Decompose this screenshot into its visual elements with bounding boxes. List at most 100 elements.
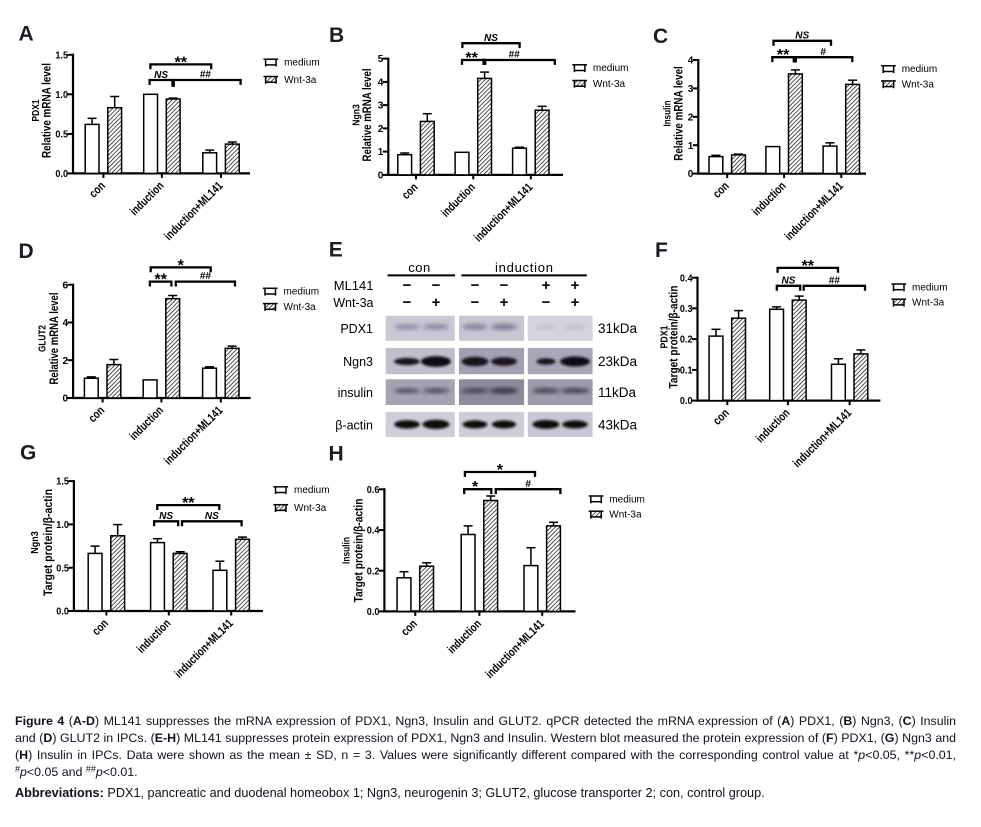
- svg-text:0: 0: [63, 394, 69, 405]
- svg-text:1.5: 1.5: [56, 477, 69, 488]
- svg-text:Wnt-3a: Wnt-3a: [284, 302, 317, 313]
- svg-text:β-actin: β-actin: [335, 418, 373, 432]
- svg-text:Target protein/β-actin: Target protein/β-actin: [351, 499, 365, 603]
- svg-text:medium: medium: [593, 63, 629, 74]
- svg-text:G: G: [20, 441, 37, 464]
- svg-text:##: ##: [200, 271, 212, 282]
- svg-text:**: **: [182, 495, 195, 512]
- svg-text:#: #: [820, 47, 826, 58]
- svg-text:23kDa: 23kDa: [598, 354, 638, 369]
- svg-text:insulin: insulin: [338, 386, 373, 400]
- svg-text:Wnt-3a: Wnt-3a: [284, 75, 317, 86]
- svg-text:Relative mRNA level: Relative mRNA level: [360, 69, 374, 162]
- svg-text:PDX1: PDX1: [660, 325, 671, 348]
- svg-text:1: 1: [688, 141, 694, 152]
- svg-text:0.0: 0.0: [680, 396, 693, 407]
- svg-text:+: +: [542, 277, 551, 294]
- svg-text:H: H: [329, 442, 345, 465]
- svg-text:##: ##: [509, 50, 521, 61]
- svg-text:1: 1: [378, 147, 384, 158]
- svg-text:1.0: 1.0: [55, 90, 68, 101]
- svg-text:0: 0: [688, 169, 694, 180]
- svg-text:2: 2: [688, 112, 694, 123]
- svg-text:0.6: 0.6: [367, 485, 380, 496]
- svg-text:induction: induction: [134, 616, 174, 656]
- svg-text:con: con: [710, 406, 732, 428]
- svg-text:induction+ML141: induction+ML141: [161, 403, 226, 468]
- svg-text:A: A: [19, 23, 35, 46]
- svg-text:0.0: 0.0: [56, 607, 69, 618]
- svg-text:NS: NS: [782, 276, 796, 287]
- svg-text:4: 4: [688, 56, 694, 67]
- svg-text:NS: NS: [795, 31, 809, 42]
- svg-text:Wnt-3a: Wnt-3a: [902, 79, 935, 90]
- svg-text:induction: induction: [126, 403, 166, 443]
- svg-text:con: con: [89, 616, 111, 638]
- svg-text:Ngn3: Ngn3: [343, 355, 373, 369]
- svg-text:Ngn3: Ngn3: [352, 104, 363, 126]
- svg-text:*: *: [497, 462, 504, 479]
- svg-text:+: +: [571, 277, 580, 294]
- svg-text:0.0: 0.0: [55, 169, 68, 180]
- svg-text:−: −: [500, 277, 509, 294]
- svg-text:GLUT2: GLUT2: [38, 325, 49, 352]
- svg-text:1.0: 1.0: [56, 520, 69, 531]
- svg-text:con: con: [710, 179, 732, 201]
- svg-text:NS: NS: [159, 511, 173, 522]
- svg-text:Target protein/β-actin: Target protein/β-actin: [667, 286, 681, 389]
- svg-text:medium: medium: [294, 485, 330, 496]
- svg-text:induction: induction: [444, 617, 484, 657]
- svg-text:D: D: [19, 240, 35, 263]
- svg-text:+: +: [432, 294, 441, 311]
- svg-text:4: 4: [63, 318, 69, 329]
- svg-text:1.5: 1.5: [55, 50, 68, 61]
- svg-text:11kDa: 11kDa: [598, 385, 637, 400]
- svg-text:0.4: 0.4: [680, 273, 693, 284]
- svg-text:Wnt-3a: Wnt-3a: [593, 79, 626, 90]
- svg-text:induction+ML141: induction+ML141: [790, 406, 855, 471]
- svg-text:induction: induction: [495, 260, 553, 275]
- svg-text:4: 4: [378, 78, 384, 89]
- svg-text:6: 6: [63, 280, 69, 291]
- svg-text:induction+ML141: induction+ML141: [471, 180, 536, 245]
- svg-text:induction: induction: [438, 180, 478, 220]
- svg-text:**: **: [154, 272, 167, 289]
- svg-text:−: −: [432, 277, 441, 294]
- svg-text:Relative mRNA level: Relative mRNA level: [672, 66, 686, 161]
- svg-text:Relative mRNA level: Relative mRNA level: [47, 293, 61, 385]
- svg-text:0.5: 0.5: [55, 130, 68, 141]
- svg-text:Target protein/β-actin: Target protein/β-actin: [41, 489, 55, 596]
- svg-text:induction: induction: [753, 406, 793, 446]
- svg-text:Relative mRNA level: Relative mRNA level: [39, 63, 53, 158]
- svg-text:+: +: [500, 294, 509, 311]
- svg-text:−: −: [542, 294, 551, 311]
- svg-text:0.5: 0.5: [56, 563, 69, 574]
- svg-text:##: ##: [200, 70, 212, 81]
- svg-text:PDX1: PDX1: [31, 99, 42, 121]
- svg-text:3: 3: [688, 84, 694, 95]
- svg-text:**: **: [777, 47, 790, 64]
- svg-text:2: 2: [63, 356, 69, 367]
- svg-text:Insulin: Insulin: [341, 537, 352, 564]
- svg-text:−: −: [403, 277, 412, 294]
- svg-text:con: con: [85, 403, 107, 425]
- svg-text:induction+ML141: induction+ML141: [171, 616, 236, 681]
- svg-text:0.0: 0.0: [367, 607, 380, 618]
- svg-text:induction+ML141: induction+ML141: [482, 616, 547, 681]
- svg-text:medium: medium: [609, 494, 645, 505]
- svg-text:PDX1: PDX1: [340, 322, 373, 336]
- svg-text:induction: induction: [749, 179, 789, 219]
- svg-text:−: −: [403, 294, 412, 311]
- svg-text:0.1: 0.1: [680, 366, 693, 377]
- svg-text:3: 3: [378, 101, 384, 112]
- svg-text:Wnt-3a: Wnt-3a: [294, 503, 327, 514]
- svg-text:Wnt-3a: Wnt-3a: [333, 296, 373, 310]
- svg-text:**: **: [175, 54, 188, 71]
- svg-text:2: 2: [378, 124, 384, 135]
- svg-text:con: con: [398, 617, 420, 639]
- svg-text:43kDa: 43kDa: [598, 417, 638, 432]
- svg-text:##: ##: [829, 275, 841, 286]
- svg-text:**: **: [802, 258, 815, 275]
- svg-text:5: 5: [378, 54, 384, 65]
- svg-text:medium: medium: [284, 58, 320, 69]
